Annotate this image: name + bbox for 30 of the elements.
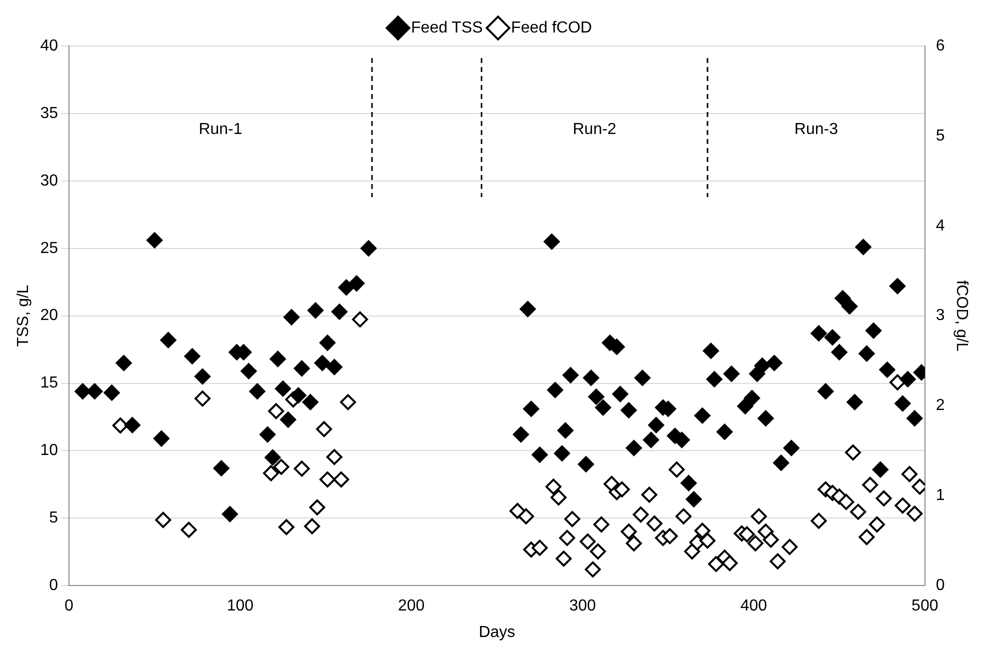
y-tick-label: 20 xyxy=(40,307,58,324)
y-tick-label: 35 xyxy=(40,104,58,122)
annotation: Run-2 xyxy=(572,121,616,138)
y2-tick-label: 5 xyxy=(936,127,945,144)
x-axis-title: Days xyxy=(478,624,516,641)
y2-tick-label: 6 xyxy=(936,37,945,54)
y2-tick-label: 0 xyxy=(936,577,945,594)
x-tick-label: 200 xyxy=(398,598,425,615)
y2-tick-label: 4 xyxy=(936,217,945,234)
y-tick-label: 25 xyxy=(40,240,58,257)
y-tick-label: 5 xyxy=(49,510,58,527)
y-tick-label: 15 xyxy=(40,374,58,392)
y-tick-label: 40 xyxy=(40,37,58,54)
y-tick-label: 0 xyxy=(49,577,58,594)
legend-label: Feed fCOD xyxy=(511,19,592,36)
x-tick-label: 100 xyxy=(226,598,254,615)
y2-tick-label: 3 xyxy=(936,307,945,324)
y2-axis-title: fCOD, g/L xyxy=(952,280,970,352)
annotation: Run-3 xyxy=(794,121,838,138)
annotation: Run-1 xyxy=(198,121,242,138)
y2-tick-label: 1 xyxy=(936,487,945,504)
x-tick-label: 300 xyxy=(569,598,596,615)
y-tick-label: 10 xyxy=(40,442,58,460)
y-axis-title: TSS, g/L xyxy=(15,284,32,347)
x-tick-label: 400 xyxy=(740,598,768,615)
legend-label: Feed TSS xyxy=(411,19,483,36)
x-tick-label: 500 xyxy=(912,598,938,615)
x-tick-label: 0 xyxy=(64,598,74,615)
y-tick-label: 30 xyxy=(40,172,58,190)
y2-tick-label: 2 xyxy=(936,397,945,414)
